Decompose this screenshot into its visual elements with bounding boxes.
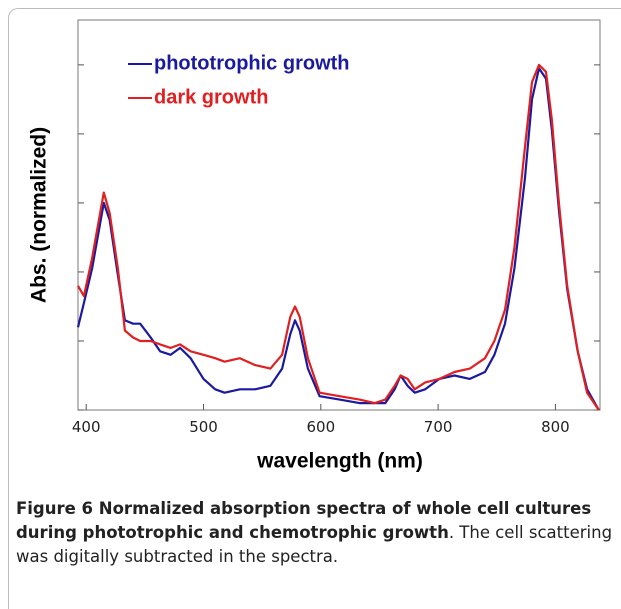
x-tick-label: 500 — [189, 418, 218, 436]
series-line — [76, 67, 600, 411]
x-tick-label: 400 — [72, 418, 101, 436]
y-axis-title: Abs. (normalized) — [28, 127, 51, 303]
plot-area — [77, 19, 601, 411]
x-tick-label: 800 — [541, 418, 570, 436]
legend-label: dark growth — [154, 86, 268, 108]
figure-frame — [8, 8, 621, 609]
x-tick-label: 600 — [306, 418, 335, 436]
caption-text: . The cell scattering was digitally subt… — [16, 523, 613, 566]
caption-title: Figure 6 Normalized absorption spectra o… — [16, 499, 592, 542]
x-axis-title: wavelength (nm) — [256, 450, 423, 473]
page: Abs. (normalized) wavelength (nm) 400 500… — [8, 8, 621, 609]
x-tick-label: 700 — [424, 418, 453, 436]
caption: Figure 6 Normalized absorption spectra o… — [16, 497, 616, 569]
chart: Abs. (normalized) wavelength (nm) 400 500… — [28, 19, 601, 473]
legend-label: phototrophic growth — [154, 52, 350, 74]
series-line — [77, 63, 600, 411]
